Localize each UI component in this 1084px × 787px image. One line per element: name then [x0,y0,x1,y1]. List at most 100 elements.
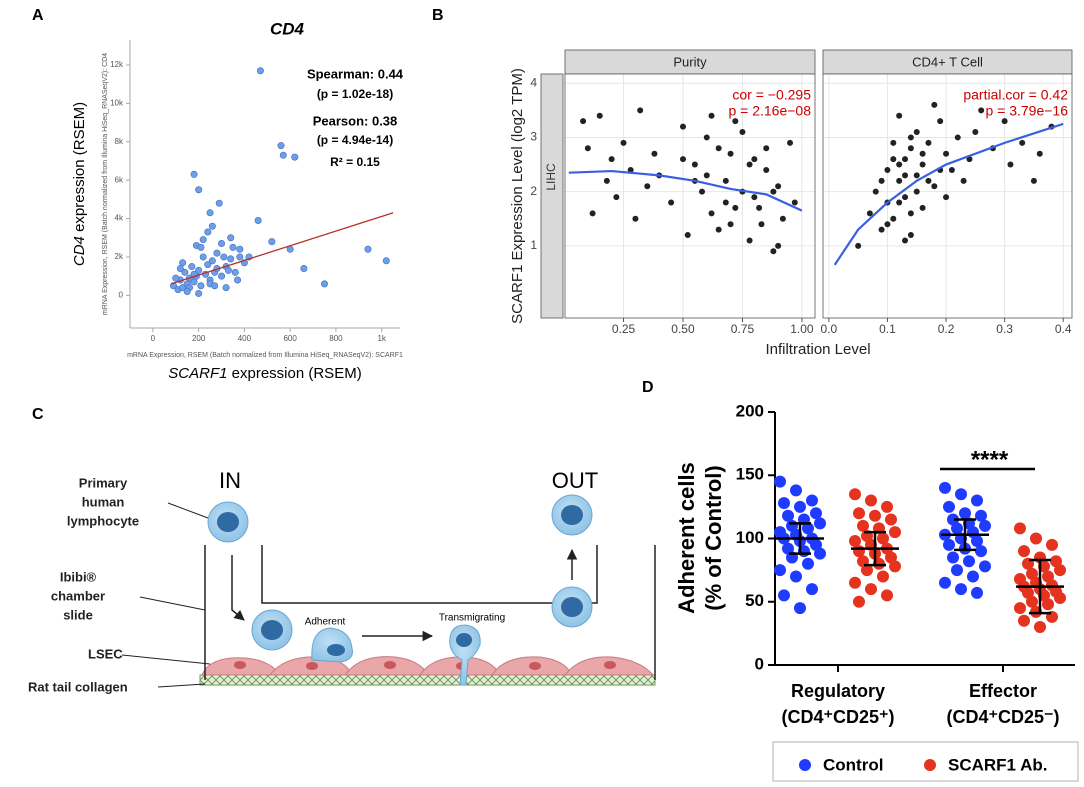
lymphocyte-label: lymphocyte [67,513,139,528]
point [218,240,226,248]
point [971,535,983,548]
point [1018,545,1030,558]
point [849,535,861,548]
point [1042,598,1054,611]
point [708,210,715,217]
x-tick-label: 0.3 [996,322,1013,336]
y-axis-label: CD4 expression (RSEM) [71,102,88,266]
point [627,166,634,173]
point [603,177,610,184]
point [204,228,212,236]
point [195,266,203,274]
point [632,215,639,222]
point [907,145,914,152]
y-tick-label: 8k [115,137,124,146]
point [966,156,973,163]
point [849,488,861,501]
point [814,517,826,530]
point [947,551,959,564]
facet-border [564,73,816,319]
y-tick-label: 2k [115,252,124,261]
point [884,166,891,173]
point [919,161,926,168]
point [589,210,596,217]
y-tick-label: 12k [110,60,124,69]
point [236,245,244,253]
fit-line [170,212,394,285]
chamber-label: Ibibi® [60,569,97,584]
x-tick-label: (CD4⁺CD25⁻) [946,707,1059,727]
point [620,139,627,146]
point [254,216,262,224]
point [236,253,244,261]
point [190,278,198,286]
point [382,257,390,265]
lsec-layer [201,656,655,676]
point [902,194,909,201]
point [197,282,205,290]
panel-letter: C [32,406,44,423]
legend-marker [799,759,811,771]
point [679,123,686,130]
point [637,107,644,114]
x-axis-label-part: expression (RSEM) [227,365,361,382]
point [877,570,889,583]
lymphocyte-label: Primary [79,475,128,490]
point [277,142,285,150]
point [703,134,710,141]
point [861,564,873,577]
point [877,532,889,545]
point [889,526,901,539]
significance-label: **** [971,446,1009,473]
point [291,153,299,161]
point [890,215,897,222]
point [865,494,877,507]
point [234,276,242,284]
y-axis-label: Adherent cells [674,462,699,614]
point [179,284,187,292]
y-tick-label: 4k [115,214,124,223]
point [206,209,214,217]
x-tick-label: 0 [151,334,156,343]
y-tick-label: 200 [736,401,764,420]
point [1030,532,1042,545]
point [756,204,763,211]
point [213,249,221,257]
point [1014,522,1026,535]
point [774,475,786,488]
annotation: Pearson: 0.38 [313,113,398,128]
y-tick-label: 10k [110,98,124,107]
point [727,221,734,228]
point [979,560,991,573]
point [190,170,198,178]
point [739,129,746,136]
point [896,112,903,119]
x-tick-label: 0.75 [731,322,755,336]
point [881,500,893,513]
point [763,145,770,152]
panel-letter: D [642,379,654,396]
point [978,107,985,114]
point [971,494,983,507]
x-tick-label: 0.50 [671,322,695,336]
point [902,237,909,244]
point [814,547,826,560]
x-tick-label: 400 [238,334,252,343]
facet-strip [564,49,816,75]
x-axis-label: SCARF1 expression (RSEM) [168,365,361,382]
x-axis-label-small: mRNA Expression, RSEM (Batch normalized … [127,352,403,359]
collagen-label: Rat tail collagen [28,679,128,694]
point [907,134,914,141]
point [782,509,794,522]
point [195,186,203,194]
point [763,166,770,173]
point [943,538,955,551]
point [890,156,897,163]
point [774,564,786,577]
point [188,263,196,271]
point [1014,602,1026,615]
panel-c: C [28,406,656,694]
transmigrating-label: Transmigrating [439,613,505,624]
x-tick-label: 200 [192,334,206,343]
y-tick-label: 3 [530,130,537,144]
